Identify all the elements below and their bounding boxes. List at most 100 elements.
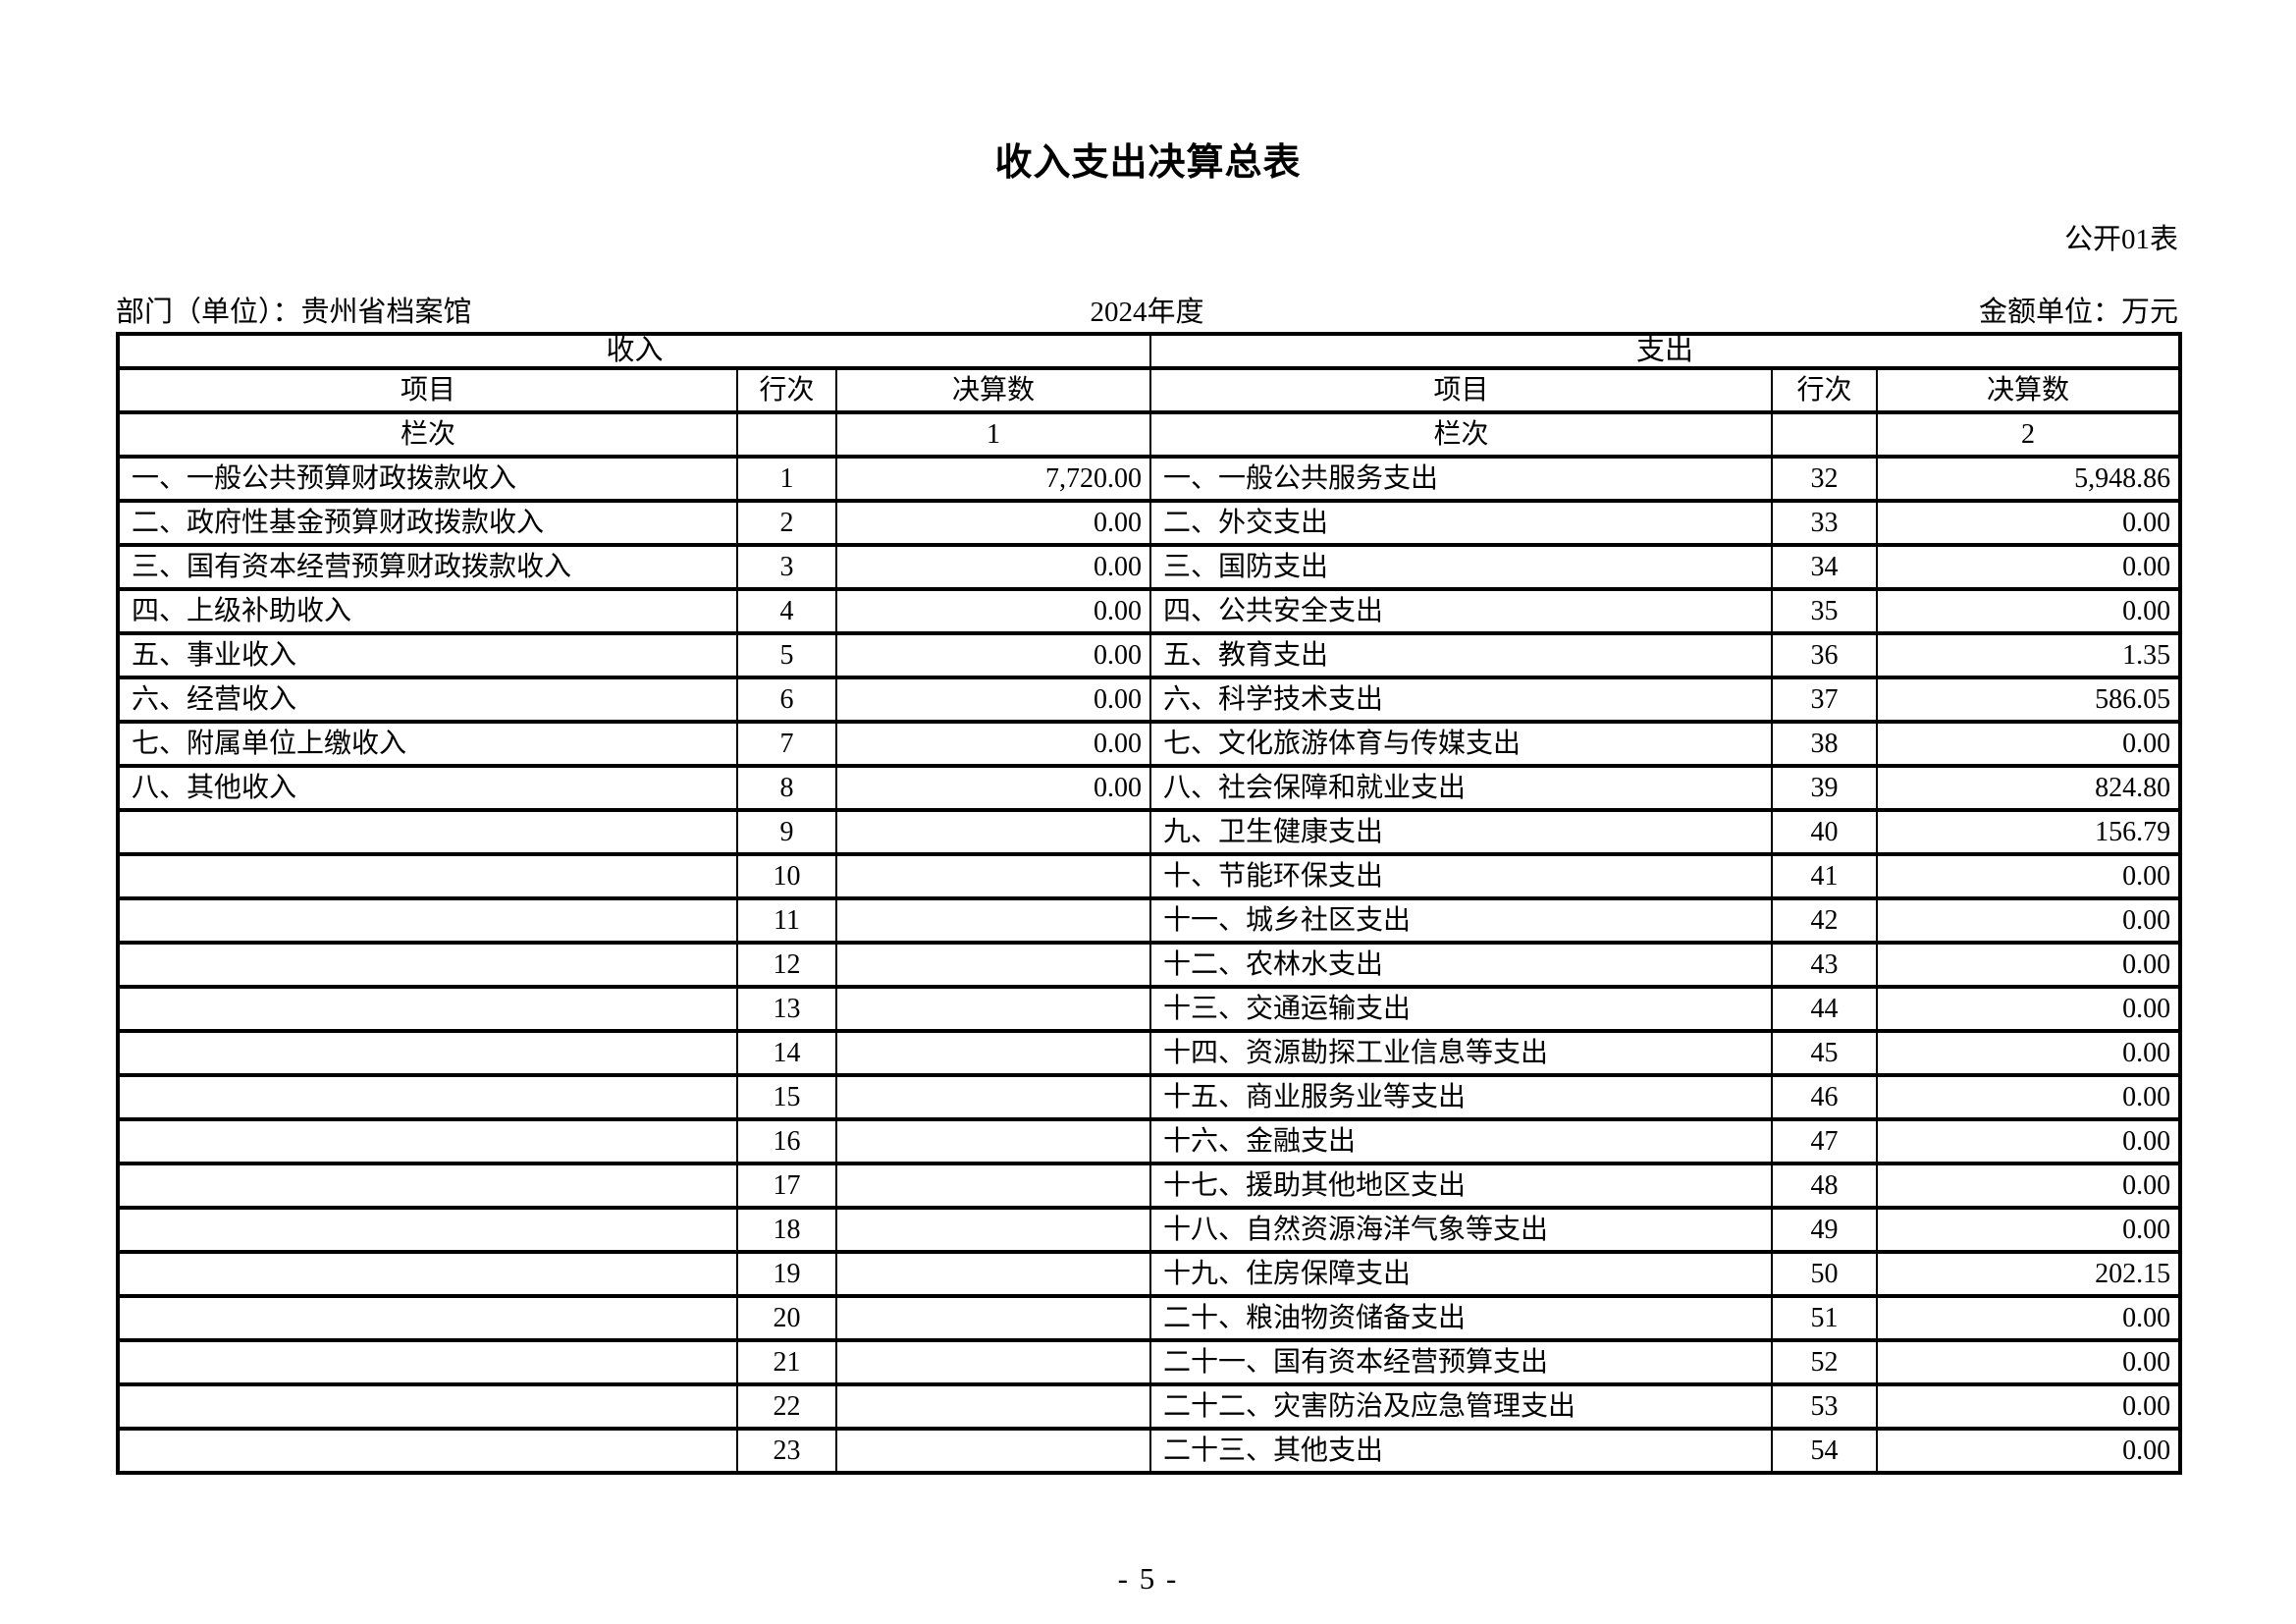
- expense-item-cell: 十五、商业服务业等支出: [1149, 1073, 1774, 1121]
- income-item-cell: 四、上级补助收入: [117, 587, 738, 635]
- column-index-row: 栏次 1 栏次 2: [117, 410, 2182, 459]
- income-line-cell: 12: [736, 941, 837, 989]
- income-item-cell: [117, 1294, 738, 1342]
- income-index-label: 栏次: [117, 410, 738, 459]
- expense-amount-cell: 0.00: [1876, 1427, 2182, 1475]
- table-row: 五、事业收入 5 0.00 五、教育支出 36 1.35: [117, 631, 2182, 679]
- income-amount-cell: [834, 1427, 1152, 1475]
- revenue-expenditure-table: 收入 支出 项目 行次 决算数 项目 行次 决算数 栏次 1 栏次 2 一、一般…: [116, 332, 2183, 1475]
- expense-line-cell: 54: [1771, 1427, 1879, 1475]
- section-header-row: 收入 支出: [116, 332, 2182, 370]
- table-row: 二、政府性基金预算财政拨款收入 2 0.00 二、外交支出 33 0.00: [117, 499, 2182, 547]
- table-row: 六、经营收入 6 0.00 六、科学技术支出 37 586.05: [117, 676, 2182, 724]
- income-item-col-header: 项目: [117, 366, 738, 414]
- expense-amount-cell: 0.00: [1876, 852, 2182, 900]
- income-amount-cell: [834, 1294, 1152, 1342]
- table-row: 16 十六、金融支出 47 0.00: [117, 1117, 2182, 1165]
- income-line-col-header: 行次: [736, 366, 837, 414]
- income-item-cell: [117, 941, 738, 989]
- income-col-index: 1: [834, 410, 1152, 459]
- income-amount-cell: 0.00: [834, 631, 1152, 679]
- income-item-cell: [117, 1117, 738, 1165]
- expense-item-cell: 二十三、其他支出: [1149, 1427, 1774, 1475]
- expense-item-cell: 二十二、灾害防治及应急管理支出: [1149, 1382, 1774, 1431]
- expense-line-cell: 41: [1771, 852, 1879, 900]
- expense-line-cell: 39: [1771, 764, 1879, 812]
- expense-item-cell: 二十一、国有资本经营预算支出: [1149, 1338, 1774, 1386]
- income-amount-cell: 0.00: [834, 676, 1152, 724]
- expense-line-cell: 51: [1771, 1294, 1879, 1342]
- income-amount-cell: [834, 941, 1152, 989]
- table-row: 20 二十、粮油物资储备支出 51 0.00: [117, 1294, 2182, 1342]
- expense-line-cell: 35: [1771, 587, 1879, 635]
- expense-line-cell: 40: [1771, 808, 1879, 856]
- expense-line-cell: 46: [1771, 1073, 1879, 1121]
- income-item-cell: 二、政府性基金预算财政拨款收入: [117, 499, 738, 547]
- income-item-cell: 八、其他收入: [117, 764, 738, 812]
- expense-item-cell: 十、节能环保支出: [1149, 852, 1774, 900]
- income-line-cell: 23: [736, 1427, 837, 1475]
- expense-amount-cell: 586.05: [1876, 676, 2182, 724]
- income-line-cell: 10: [736, 852, 837, 900]
- expense-line-cell: 37: [1771, 676, 1879, 724]
- expense-line-cell: 48: [1771, 1162, 1879, 1210]
- income-amount-cell: 0.00: [834, 543, 1152, 591]
- table-row: 9 九、卫生健康支出 40 156.79: [117, 808, 2182, 856]
- table-body: 一、一般公共预算财政拨款收入 1 7,720.00 一、一般公共服务支出 32 5,948…: [117, 455, 2182, 1475]
- expense-amount-cell: 824.80: [1876, 764, 2182, 812]
- income-line-cell: 20: [736, 1294, 837, 1342]
- expense-amount-cell: 0.00: [1876, 720, 2182, 768]
- expense-line-cell: 47: [1771, 1117, 1879, 1165]
- income-amount-cell: [834, 852, 1152, 900]
- income-amount-cell: 0.00: [834, 499, 1152, 547]
- fiscal-year-label: 2024年度: [1090, 297, 1204, 328]
- expense-line-col-header: 行次: [1771, 366, 1879, 414]
- expense-index-label: 栏次: [1149, 410, 1774, 459]
- income-line-cell: 19: [736, 1250, 837, 1298]
- column-header-row: 项目 行次 决算数 项目 行次 决算数: [117, 366, 2182, 414]
- expense-line-cell: 44: [1771, 985, 1879, 1033]
- expense-amount-cell: 0.00: [1876, 587, 2182, 635]
- expense-amount-cell: 0.00: [1876, 985, 2182, 1033]
- expense-amount-cell: 0.00: [1876, 1029, 2182, 1077]
- income-line-cell: 2: [736, 499, 837, 547]
- income-line-cell: 18: [736, 1206, 837, 1254]
- income-line-cell: 17: [736, 1162, 837, 1210]
- expense-item-cell: 八、社会保障和就业支出: [1149, 764, 1774, 812]
- expense-item-cell: 十四、资源勘探工业信息等支出: [1149, 1029, 1774, 1077]
- income-line-cell: 11: [736, 896, 837, 945]
- expense-item-cell: 九、卫生健康支出: [1149, 808, 1774, 856]
- income-item-cell: [117, 1162, 738, 1210]
- expense-line-cell: 52: [1771, 1338, 1879, 1386]
- income-amount-cell: 7,720.00: [834, 455, 1152, 503]
- expense-col-index: 2: [1876, 410, 2182, 459]
- expense-item-cell: 六、科学技术支出: [1149, 676, 1774, 724]
- table-row: 23 二十三、其他支出 54 0.00: [117, 1427, 2182, 1475]
- table-row: 17 十七、援助其他地区支出 48 0.00: [117, 1162, 2182, 1210]
- expense-line-cell: 38: [1771, 720, 1879, 768]
- expense-item-cell: 五、教育支出: [1149, 631, 1774, 679]
- income-item-cell: [117, 1427, 738, 1475]
- income-item-cell: [117, 985, 738, 1033]
- expense-line-cell: 32: [1771, 455, 1879, 503]
- amount-unit-label: 金额单位：万元: [1978, 297, 2178, 328]
- expense-amount-col-header: 决算数: [1876, 366, 2182, 414]
- expense-item-cell: 二、外交支出: [1149, 499, 1774, 547]
- expense-line-cell: 49: [1771, 1206, 1879, 1254]
- expense-line-cell: 33: [1771, 499, 1879, 547]
- department-label: 部门（单位）：贵州省档案馆: [116, 297, 472, 328]
- income-amount-cell: 0.00: [834, 587, 1152, 635]
- expense-amount-cell: 0.00: [1876, 499, 2182, 547]
- table-row: 13 十三、交通运输支出 44 0.00: [117, 985, 2182, 1033]
- table-row: 15 十五、商业服务业等支出 46 0.00: [117, 1073, 2182, 1121]
- expense-amount-cell: 0.00: [1876, 1206, 2182, 1254]
- expense-item-cell: 十三、交通运输支出: [1149, 985, 1774, 1033]
- expense-amount-cell: 0.00: [1876, 896, 2182, 945]
- income-section-header: 收入: [116, 332, 1152, 370]
- income-amount-cell: [834, 1250, 1152, 1298]
- expense-item-cell: 十六、金融支出: [1149, 1117, 1774, 1165]
- expense-line-cell: 42: [1771, 896, 1879, 945]
- income-item-cell: [117, 1073, 738, 1121]
- income-line-cell: 16: [736, 1117, 837, 1165]
- income-item-cell: 三、国有资本经营预算财政拨款收入: [117, 543, 738, 591]
